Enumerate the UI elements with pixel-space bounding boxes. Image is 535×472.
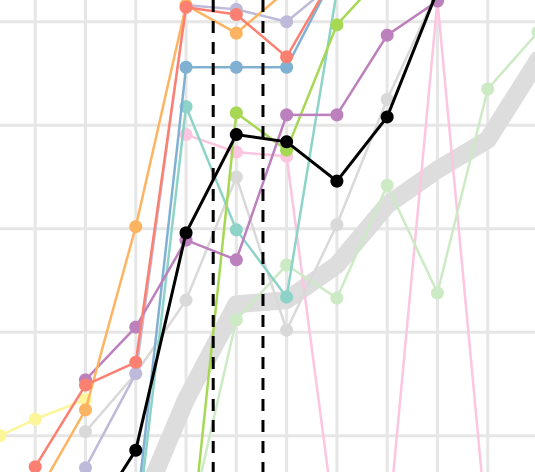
series-point xyxy=(481,82,495,96)
series-point xyxy=(380,178,394,192)
series-point xyxy=(280,290,294,304)
series-point xyxy=(179,0,193,14)
series-point xyxy=(380,110,394,124)
series-point xyxy=(229,60,243,74)
series-line xyxy=(84,0,315,470)
series-point xyxy=(28,460,42,472)
series-point xyxy=(78,461,92,472)
series-point xyxy=(330,218,344,232)
series-point xyxy=(229,223,243,237)
series-point xyxy=(78,403,92,417)
series-point xyxy=(78,378,92,392)
series-line xyxy=(84,0,435,433)
series-point xyxy=(0,429,7,443)
series-line xyxy=(120,0,436,472)
series-point xyxy=(280,60,294,74)
series-point xyxy=(280,15,294,29)
series-point xyxy=(280,258,294,272)
series-point xyxy=(229,26,243,40)
series-point xyxy=(280,135,294,149)
series-point xyxy=(28,412,42,426)
series-point xyxy=(129,443,143,457)
series-point xyxy=(78,425,92,439)
series-line xyxy=(48,0,278,472)
series-point xyxy=(229,128,243,142)
series-point xyxy=(129,220,143,234)
series-line xyxy=(200,33,535,472)
series-point xyxy=(280,108,294,122)
series-point xyxy=(380,92,394,106)
series-point xyxy=(129,367,143,381)
series-line xyxy=(145,51,535,472)
series-point xyxy=(280,50,294,64)
series-point xyxy=(330,174,344,188)
series-point xyxy=(330,108,344,122)
series-point xyxy=(179,293,193,307)
series-point xyxy=(129,355,143,369)
series-point xyxy=(179,60,193,74)
series-point xyxy=(229,106,243,120)
series-point xyxy=(229,7,243,21)
series-line xyxy=(84,0,439,382)
series-point xyxy=(229,170,243,184)
series-point xyxy=(129,320,143,334)
series-point xyxy=(330,18,344,32)
series-point xyxy=(280,323,294,337)
series-point xyxy=(229,253,243,267)
series-point xyxy=(380,28,394,42)
series-point xyxy=(179,226,193,240)
series-point xyxy=(229,313,243,327)
series-point xyxy=(531,26,535,38)
series-point xyxy=(330,291,344,305)
series-point xyxy=(430,286,444,300)
